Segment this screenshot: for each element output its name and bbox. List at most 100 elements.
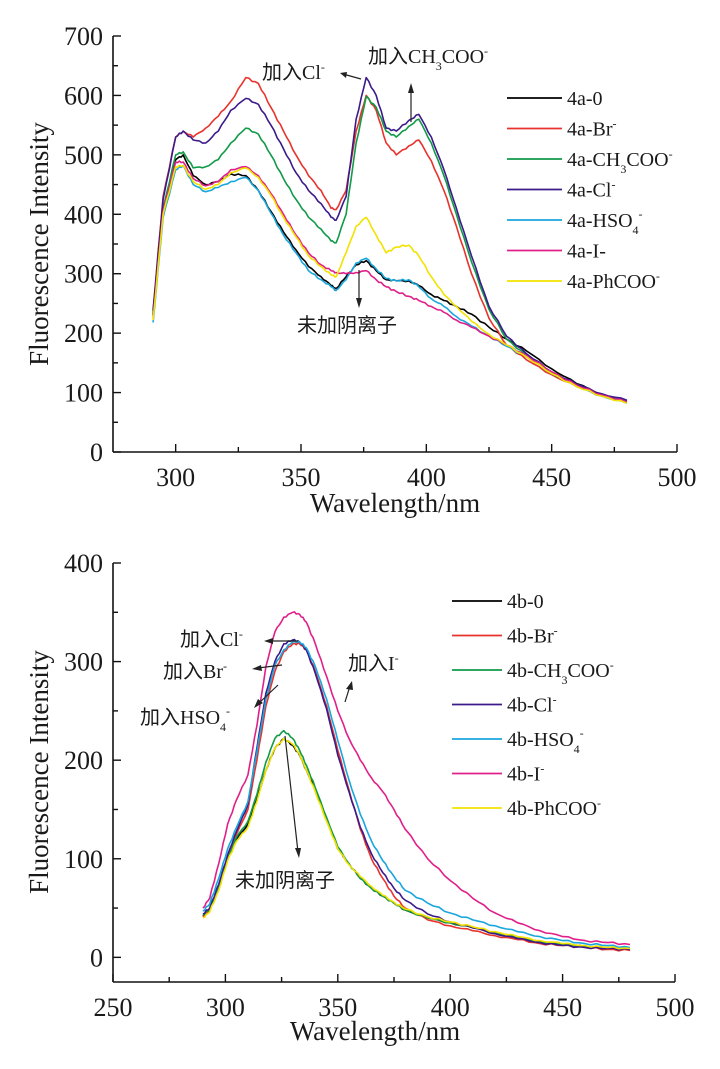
legend-label: 4b-HSO4- xyxy=(507,726,584,756)
series-line-4a-0 xyxy=(152,154,628,403)
legend-label: 4a-0 xyxy=(567,88,603,110)
legend-label: 4a-CH3COO- xyxy=(567,147,673,176)
y-tick-label: 700 xyxy=(64,22,103,51)
legend-item: 4a-0 xyxy=(507,88,603,110)
annotation-superscript: - xyxy=(484,44,488,58)
annotation-text: 加入Br xyxy=(163,660,223,683)
annotation-text: 未加阴离子 xyxy=(235,869,335,892)
legend-item: 4b-I- xyxy=(452,762,544,786)
series-line-4b-Br- xyxy=(202,642,631,952)
arrowhead-icon xyxy=(340,72,347,78)
legend-label: 4b-CH3COO- xyxy=(507,658,614,687)
arrow-icon xyxy=(257,684,279,705)
chart-4a: 300 350 400 450 500 0 100 200 300 400 500 600 700 Wa… xyxy=(24,22,697,518)
series-line-4a-Cl- xyxy=(152,76,628,402)
legend-item: 4b-Cl- xyxy=(452,693,557,717)
chart-4a-x-axis-title: Wavelength/nm xyxy=(310,488,480,518)
svg-text:加入HSO4-: 加入HSO4- xyxy=(140,704,230,734)
x-tick-label: 300 xyxy=(206,993,245,1022)
legend-item: 4b-PhCOO- xyxy=(452,796,601,820)
chart-4b: 250 300 350 400 450 500 0 100 200 300 400 Waveleng… xyxy=(24,549,695,1046)
chart-4b-axes xyxy=(112,563,675,983)
legend-label: 4b-I- xyxy=(507,762,544,786)
legend-label: 4b-Cl- xyxy=(507,693,557,717)
annotation-text: 加入Cl xyxy=(180,628,239,651)
legend-item: 4a-Cl- xyxy=(507,178,615,202)
y-tick-label: 100 xyxy=(64,379,103,408)
legend-item: 4b-HSO4- xyxy=(452,726,584,756)
arrow-icon xyxy=(257,664,283,669)
legend-label: 4a-Br- xyxy=(567,117,617,141)
arrowhead-icon xyxy=(295,848,301,858)
legend-item: 4a-HSO4- xyxy=(507,207,643,237)
legend-label: 4a-HSO4- xyxy=(567,207,643,237)
legend-label: 4b-PhCOO- xyxy=(507,796,601,820)
annotation-subscript: 4 xyxy=(220,720,226,734)
x-tick-label: 350 xyxy=(318,993,357,1022)
arrowhead-icon xyxy=(264,638,273,644)
chart-4a-y-axis-title: Fluorescence Intensity xyxy=(24,122,54,366)
annotation-superscript: - xyxy=(321,60,325,74)
series-line-4a-HSO4- xyxy=(152,164,628,405)
annotation-superscript: - xyxy=(226,704,230,718)
annotation-text: 加入HSO xyxy=(140,706,220,729)
svg-text:加入Cl-: 加入Cl- xyxy=(262,60,325,84)
series-line-4a-CH3COO- xyxy=(152,95,628,402)
arrowhead-icon xyxy=(408,83,414,93)
series-line-4b-I- xyxy=(202,611,631,946)
arrowhead-icon xyxy=(346,681,353,690)
arrowhead-icon xyxy=(252,665,262,671)
chart-4b-annotation-add-i: 加入I- xyxy=(344,651,399,703)
svg-text:加入Cl-: 加入Cl- xyxy=(180,627,243,651)
series-line-4b-HSO4- xyxy=(202,640,631,949)
chart-4b-series xyxy=(202,611,631,952)
x-tick-label: 400 xyxy=(407,463,446,492)
x-tick-label: 500 xyxy=(656,993,695,1022)
legend-label: 4a-Cl- xyxy=(567,178,615,202)
chart-4b-annotation-add-hso4: 加入HSO4- xyxy=(140,684,279,734)
x-tick-label: 500 xyxy=(658,463,697,492)
annotation-text: 加入Cl xyxy=(262,61,321,84)
y-tick-label: 200 xyxy=(64,746,103,775)
chart-4b-annotation-add-cl: 加入Cl- xyxy=(180,627,298,651)
legend-item: 4a-Br- xyxy=(507,117,617,141)
chart-4a-annotation-add-cl: 加入Cl- xyxy=(262,60,362,84)
y-tick-label: 0 xyxy=(90,438,103,467)
y-tick-label: 200 xyxy=(64,319,103,348)
y-tick-label: 300 xyxy=(64,260,103,289)
series-line-4b-CH3COO- xyxy=(202,729,631,950)
chart-4a-series xyxy=(152,76,628,405)
legend-item: 4a-CH3COO- xyxy=(507,147,673,176)
arrowhead-icon xyxy=(356,298,362,308)
legend-label: 4b-0 xyxy=(507,591,544,613)
chart-4b-y-axis-title: Fluorescence Intensity xyxy=(24,650,54,894)
chart-4a-legend: 4a-0 4a-Br- 4a-CH3COO-4a-Cl- 4a-HSO4- 4a-I- 4… xyxy=(507,88,673,293)
y-tick-label: 500 xyxy=(64,141,103,170)
x-tick-label: 250 xyxy=(94,993,133,1022)
y-tick-label: 400 xyxy=(64,200,103,229)
chart-4a-annotation-no-anion: 未加阴离子 xyxy=(297,270,397,337)
legend-item: 4b-CH3COO- xyxy=(452,658,614,687)
legend-item: 4b-0 xyxy=(452,591,544,613)
series-line-4a-PhCOO- xyxy=(152,164,628,405)
annotation-text: 加入CH xyxy=(368,45,436,68)
series-line-4b-PhCOO- xyxy=(202,737,631,950)
svg-text:加入CH3COO-: 加入CH3COO- xyxy=(368,44,488,73)
y-tick-label: 400 xyxy=(64,549,103,578)
svg-text:加入I-: 加入I- xyxy=(348,651,399,675)
annotation-text-tail: COO xyxy=(442,46,484,68)
arrow-icon xyxy=(284,735,299,853)
legend-label: 4b-Br- xyxy=(507,624,558,648)
annotation-subscript: 3 xyxy=(436,59,442,73)
series-line-4a-Br- xyxy=(152,76,628,403)
y-tick-label: 100 xyxy=(64,845,103,874)
series-line-4a-I- xyxy=(152,160,628,403)
chart-4a-ticks: 300 350 400 450 500 0 100 200 300 400 500 600 700 xyxy=(64,22,697,492)
chart-4b-x-axis-title: Wavelength/nm xyxy=(290,1016,460,1046)
legend-item: 4a-PhCOO- xyxy=(507,269,660,293)
legend-item: 4b-Br- xyxy=(452,624,558,648)
x-tick-label: 350 xyxy=(282,463,321,492)
x-tick-label: 400 xyxy=(431,993,470,1022)
y-tick-label: 300 xyxy=(64,648,103,677)
